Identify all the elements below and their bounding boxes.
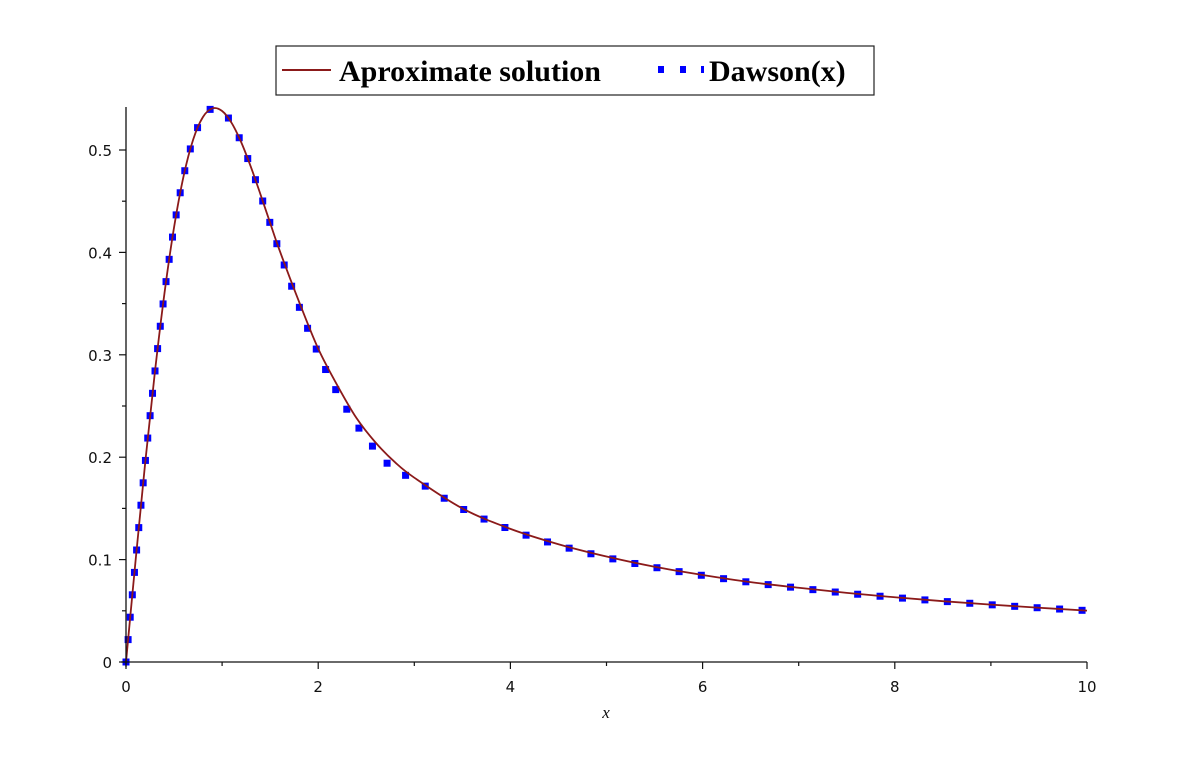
legend-label-dawson: Dawson(x) — [709, 55, 846, 88]
x-tick-label: 8 — [890, 678, 900, 696]
axes — [121, 107, 1087, 667]
x-axis-label: x — [601, 703, 610, 722]
legend-box — [275, 45, 875, 96]
series-approximate-solution — [125, 107, 1088, 663]
y-tick-label: 0.5 — [88, 142, 112, 160]
x-tick-label: 6 — [698, 678, 708, 696]
x-tick-label: 2 — [313, 678, 323, 696]
legend: Aproximate solution Dawson(x) — [275, 45, 875, 96]
y-tick-label: 0.2 — [88, 449, 112, 467]
x-tick-label: 10 — [1077, 678, 1096, 696]
y-tick-label: 0.1 — [88, 552, 112, 570]
y-tick-label: 0.3 — [88, 347, 112, 365]
y-tick-label: 0.4 — [88, 244, 112, 262]
y-tick-label: 0 — [102, 654, 112, 672]
x-tick-label: 0 — [121, 678, 131, 696]
tick-marks: 0 2 4 6 8 10 0 0.1 0.2 0.3 0.4 0.5 — [88, 142, 1096, 696]
x-tick-label: 4 — [506, 678, 516, 696]
plot-area — [122, 105, 1088, 666]
legend-label-approx: Aproximate solution — [339, 55, 601, 88]
legend-swatch-dotted — [658, 66, 704, 73]
series-dawson — [122, 105, 1086, 666]
